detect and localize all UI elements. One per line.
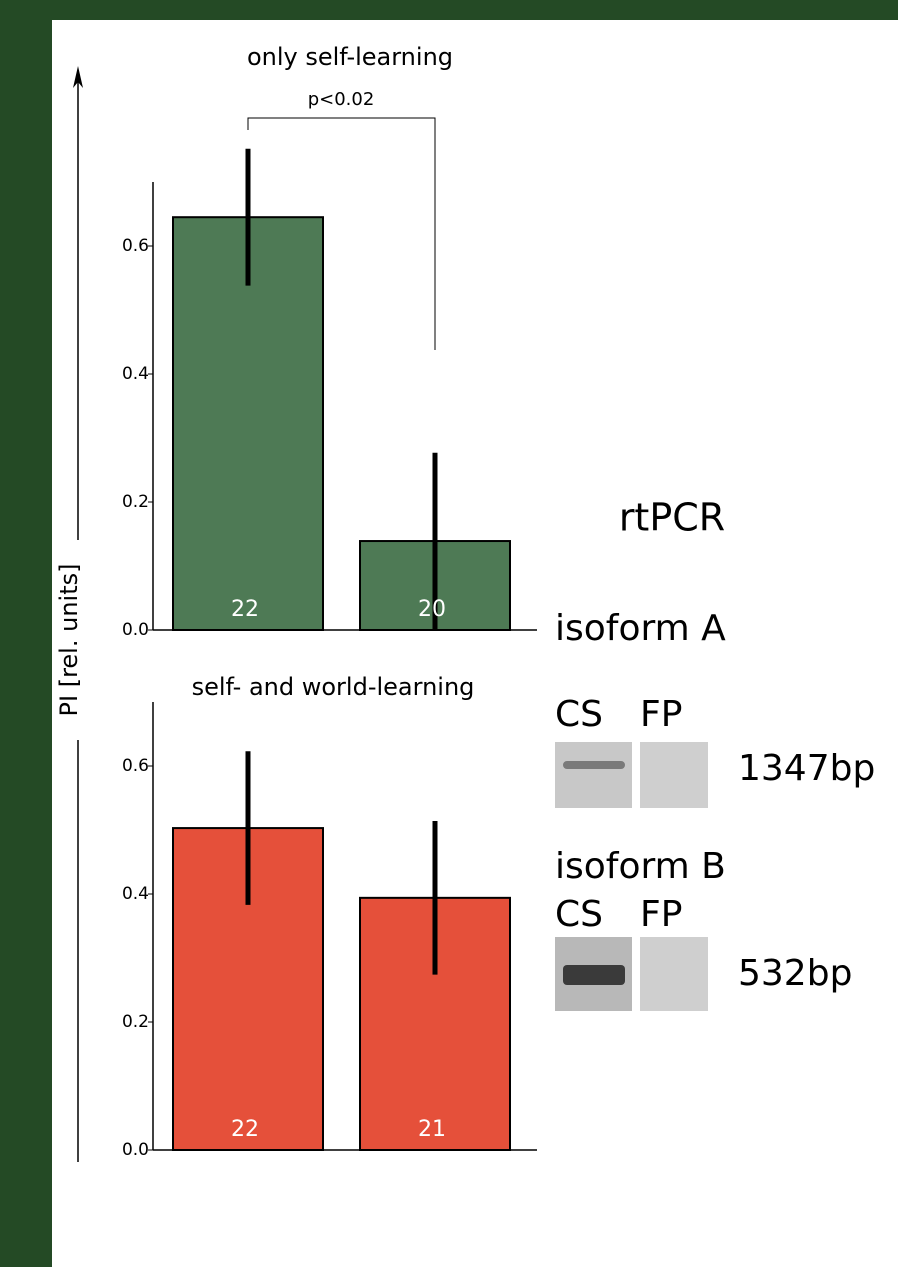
gel-band	[563, 965, 625, 985]
y-tick-label: 0.6	[122, 756, 149, 776]
y-tick-label: 0.6	[122, 236, 149, 256]
y-tick-label: 0.0	[122, 1140, 149, 1160]
gel-band	[563, 761, 625, 769]
y-tick-label: 0.4	[122, 364, 149, 384]
page: PI [rel. units] 0.0 0.2 0.4 0.6 only self-le…	[0, 0, 898, 1267]
lane-label: FP	[640, 894, 682, 935]
gel-title: rtPCR	[619, 496, 725, 540]
chart-title: only self-learning	[247, 43, 453, 71]
lane-label: CS	[555, 694, 603, 735]
gel-lane	[640, 937, 708, 1011]
figure: PI [rel. units] 0.0 0.2 0.4 0.6 only self-le…	[0, 0, 898, 1267]
lane-label: CS	[555, 894, 603, 935]
y-tick-label: 0.2	[122, 492, 149, 512]
chart-title: self- and world-learning	[192, 673, 475, 701]
lane-label: FP	[640, 694, 682, 735]
n-label: 22	[231, 1117, 259, 1142]
gel-lane	[640, 742, 708, 808]
gel-lane	[555, 742, 632, 808]
n-label: 22	[231, 597, 259, 622]
isoform-label: isoform B	[555, 846, 726, 887]
y-tick-label: 0.0	[122, 620, 149, 640]
isoform-label: isoform A	[555, 608, 726, 649]
n-label: 21	[418, 1117, 446, 1142]
y-tick-label: 0.4	[122, 884, 149, 904]
annotation: p<0.02	[308, 89, 375, 110]
y-tick-label: 0.2	[122, 1012, 149, 1032]
n-label: 20	[418, 597, 446, 622]
y-axis-label: PI [rel. units]	[55, 564, 83, 717]
band-size: 532bp	[738, 953, 852, 994]
band-size: 1347bp	[738, 748, 875, 789]
